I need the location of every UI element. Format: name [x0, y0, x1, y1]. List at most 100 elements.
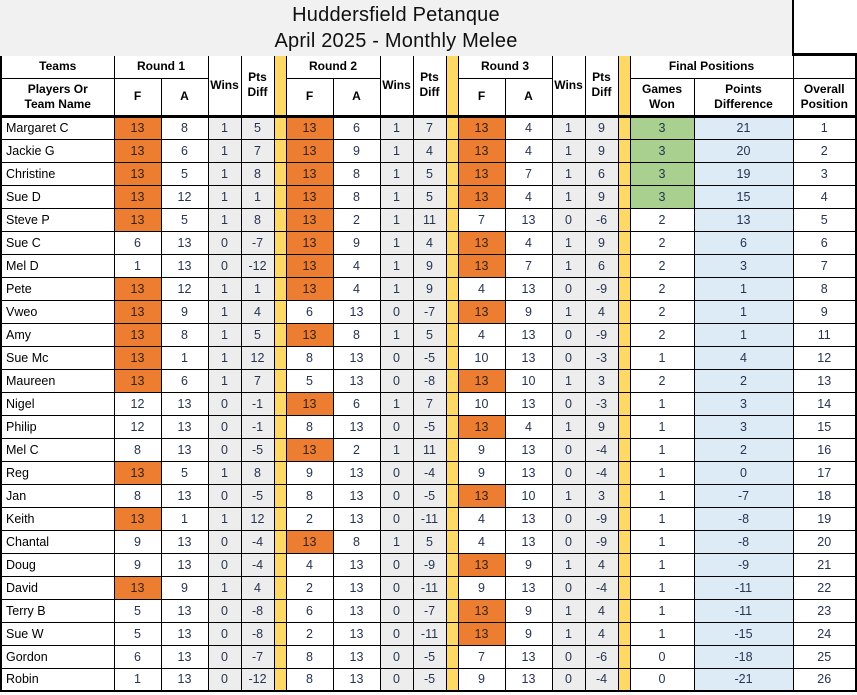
cell-r1-ptsdiff[interactable]: 12	[240, 345, 275, 370]
cell-r3-ptsdiff[interactable]: 9	[584, 114, 619, 140]
cell-r1-for[interactable]: 8	[113, 483, 162, 508]
cell-r3-wins[interactable]: 0	[551, 276, 586, 301]
cell-r1-for[interactable]: 13	[113, 506, 162, 531]
cell-overall-position[interactable]: 4	[792, 184, 857, 209]
cell-r3-for[interactable]: 13	[457, 483, 506, 508]
cell-r1-against[interactable]: 8	[160, 322, 209, 347]
cell-r1-against[interactable]: 13	[160, 414, 209, 439]
cell-r3-wins[interactable]: 1	[551, 230, 586, 255]
cell-r3-ptsdiff[interactable]: 6	[584, 253, 619, 278]
cell-r3-for[interactable]: 13	[457, 253, 506, 278]
cell-r3-wins[interactable]: 0	[551, 207, 586, 232]
cell-r1-wins[interactable]: 1	[207, 138, 242, 163]
cell-r3-ptsdiff[interactable]: -9	[584, 322, 619, 347]
cell-r3-for[interactable]: 9	[457, 667, 506, 692]
cell-player-name[interactable]: Sue Mc	[0, 345, 115, 370]
cell-r1-wins[interactable]: 0	[207, 621, 242, 646]
cell-games-won[interactable]: 3	[629, 161, 695, 186]
cell-player-name[interactable]: Mel D	[0, 253, 115, 278]
cell-r3-ptsdiff[interactable]: -4	[584, 437, 619, 462]
cell-r3-for[interactable]: 13	[457, 138, 506, 163]
cell-r1-ptsdiff[interactable]: 4	[240, 299, 275, 324]
cell-player-name[interactable]: Margaret C	[0, 114, 115, 140]
cell-r3-wins[interactable]: 1	[551, 114, 586, 140]
cell-r1-against[interactable]: 13	[160, 598, 209, 623]
cell-r2-for[interactable]: 13	[285, 253, 334, 278]
cell-r3-wins[interactable]: 0	[551, 506, 586, 531]
cell-points-difference[interactable]: 3	[693, 253, 794, 278]
cell-r2-for[interactable]: 8	[285, 644, 334, 669]
cell-r2-for[interactable]: 13	[285, 391, 334, 416]
cell-points-difference[interactable]: -15	[693, 621, 794, 646]
cell-r3-ptsdiff[interactable]: -9	[584, 529, 619, 554]
cell-r2-wins[interactable]: 1	[379, 529, 414, 554]
cell-games-won[interactable]: 1	[629, 621, 695, 646]
cell-points-difference[interactable]: -18	[693, 644, 794, 669]
cell-r1-wins[interactable]: 1	[207, 460, 242, 485]
cell-r1-wins[interactable]: 1	[207, 368, 242, 393]
cell-r3-for[interactable]: 10	[457, 391, 506, 416]
cell-overall-position[interactable]: 2	[792, 138, 857, 163]
cell-points-difference[interactable]: 3	[693, 391, 794, 416]
cell-r2-ptsdiff[interactable]: -5	[412, 483, 447, 508]
cell-player-name[interactable]: Sue W	[0, 621, 115, 646]
cell-r3-ptsdiff[interactable]: 3	[584, 483, 619, 508]
cell-r3-wins[interactable]: 1	[551, 161, 586, 186]
cell-r2-against[interactable]: 4	[332, 276, 381, 301]
cell-r2-wins[interactable]: 1	[379, 184, 414, 209]
cell-r1-for[interactable]: 13	[113, 276, 162, 301]
cell-games-won[interactable]: 2	[629, 207, 695, 232]
cell-r3-against[interactable]: 13	[504, 391, 553, 416]
cell-r2-ptsdiff[interactable]: 9	[412, 253, 447, 278]
cell-r1-for[interactable]: 13	[113, 161, 162, 186]
cell-r1-ptsdiff[interactable]: -7	[240, 644, 275, 669]
cell-r2-ptsdiff[interactable]: -11	[412, 621, 447, 646]
cell-r1-wins[interactable]: 1	[207, 299, 242, 324]
cell-r1-ptsdiff[interactable]: 7	[240, 368, 275, 393]
round3-ptsdiff-header[interactable]: Pts Diff	[584, 56, 619, 117]
cell-games-won[interactable]: 3	[629, 114, 695, 140]
cell-r2-for[interactable]: 13	[285, 114, 334, 140]
cell-r3-wins[interactable]: 1	[551, 138, 586, 163]
cell-r3-wins[interactable]: 0	[551, 529, 586, 554]
cell-r1-for[interactable]: 13	[113, 460, 162, 485]
cell-r3-against[interactable]: 7	[504, 161, 553, 186]
cell-games-won[interactable]: 2	[629, 253, 695, 278]
cell-r1-for[interactable]: 8	[113, 437, 162, 462]
cell-r2-against[interactable]: 8	[332, 184, 381, 209]
cell-r3-against[interactable]: 9	[504, 552, 553, 577]
cell-games-won[interactable]: 1	[629, 414, 695, 439]
cell-r2-for[interactable]: 2	[285, 506, 334, 531]
players-header[interactable]: Players Or Team Name	[0, 77, 115, 117]
cell-r2-ptsdiff[interactable]: 5	[412, 322, 447, 347]
cell-r2-ptsdiff[interactable]: 4	[412, 230, 447, 255]
cell-overall-position[interactable]: 11	[792, 322, 857, 347]
cell-player-name[interactable]: Vweo	[0, 299, 115, 324]
cell-player-name[interactable]: Jackie G	[0, 138, 115, 163]
cell-r3-against[interactable]: 13	[504, 575, 553, 600]
cell-r1-wins[interactable]: 0	[207, 529, 242, 554]
cell-games-won[interactable]: 1	[629, 598, 695, 623]
cell-r2-wins[interactable]: 0	[379, 598, 414, 623]
cell-overall-position[interactable]: 13	[792, 368, 857, 393]
cell-points-difference[interactable]: 1	[693, 299, 794, 324]
cell-r2-against[interactable]: 8	[332, 161, 381, 186]
cell-r1-for[interactable]: 5	[113, 621, 162, 646]
cell-r3-against[interactable]: 9	[504, 621, 553, 646]
cell-r3-ptsdiff[interactable]: 4	[584, 598, 619, 623]
cell-r1-for[interactable]: 6	[113, 644, 162, 669]
cell-r1-for[interactable]: 12	[113, 414, 162, 439]
cell-r3-ptsdiff[interactable]: 4	[584, 552, 619, 577]
cell-r2-wins[interactable]: 0	[379, 575, 414, 600]
cell-points-difference[interactable]: -21	[693, 667, 794, 692]
cell-r3-for[interactable]: 7	[457, 207, 506, 232]
cell-r1-ptsdiff[interactable]: -4	[240, 529, 275, 554]
cell-r3-ptsdiff[interactable]: -4	[584, 667, 619, 692]
cell-r2-wins[interactable]: 0	[379, 483, 414, 508]
cell-overall-position[interactable]: 23	[792, 598, 857, 623]
cell-r1-against[interactable]: 13	[160, 483, 209, 508]
cell-r3-wins[interactable]: 0	[551, 644, 586, 669]
cell-r1-against[interactable]: 13	[160, 667, 209, 692]
cell-r1-against[interactable]: 13	[160, 621, 209, 646]
cell-r1-ptsdiff[interactable]: -1	[240, 391, 275, 416]
